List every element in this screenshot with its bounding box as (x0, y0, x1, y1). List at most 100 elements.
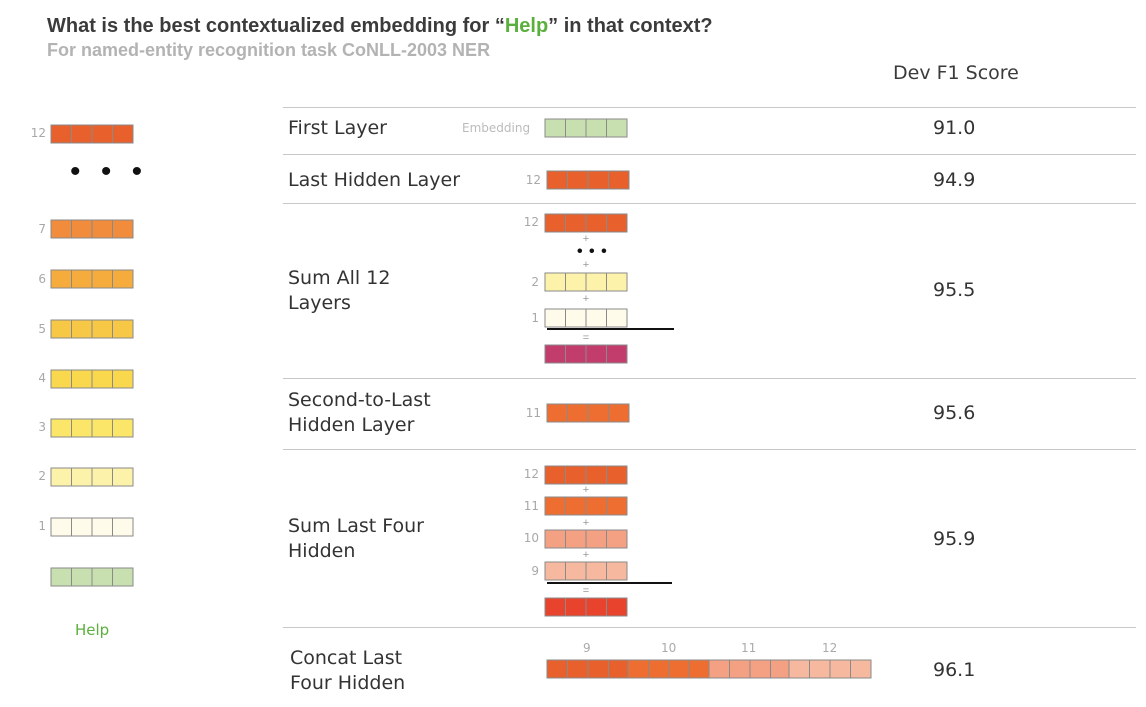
row-sum-all-12-vector-2 (544, 272, 628, 292)
stack-layer-1-vector-cell-4 (112, 517, 134, 537)
row-sum-last-four-vector-9 (544, 561, 628, 581)
table-rule-2 (283, 203, 1136, 204)
stack-layer-3-vector-cell-3 (91, 418, 113, 438)
row-sum-all-12-result-vector-cell-1 (544, 344, 566, 364)
row-sum-all-12-result-vector-cell-2 (565, 344, 587, 364)
row-last-hidden-layer-vector-cell-2 (567, 170, 589, 190)
row-concat-number-10: 10 (661, 641, 677, 655)
row-last-hidden-layer-vector-cell-4 (608, 170, 630, 190)
row-first-layer-vector (544, 118, 628, 138)
row-sum-all-12-result-vector-cell-4 (606, 344, 628, 364)
stack-layer-6-vector-cell-4 (112, 269, 134, 289)
row-concat-vector-10-cell-2 (729, 659, 751, 679)
row-sum-last-four-result-vector-cell-4 (606, 597, 628, 617)
stack-layer-5-number: 5 (38, 322, 46, 336)
stack-layer-1-vector (50, 517, 134, 537)
stack-embedding-vector (50, 567, 134, 587)
row-sum-all-12-vector-2-cell-1 (544, 272, 566, 292)
row-sum-all-12-plus-3: + (582, 293, 590, 305)
row-sum-last-four-vector-9-cell-1 (544, 561, 566, 581)
row-sum-all-12-vector-12-cell-4 (606, 213, 628, 233)
row-concat-vector-11-cell-3 (668, 659, 690, 679)
row-concat-vector-9 (788, 659, 872, 679)
table-rule-3 (283, 378, 1136, 379)
stack-layer-4-vector-cell-1 (50, 369, 72, 389)
stack-layer-7-number: 7 (38, 222, 46, 236)
row-concat-vector-12-cell-1 (546, 659, 568, 679)
stack-layer-6-vector-cell-1 (50, 269, 72, 289)
row-first-layer-label: First Layer (288, 117, 387, 139)
row-sum-last-four-vector-12-cell-1 (544, 465, 566, 485)
row-last-hidden-layer-number: 12 (525, 173, 541, 187)
row-sum-last-four-vector-9-cell-4 (606, 561, 628, 581)
row-sum-all-12-vector-12-cell-2 (565, 213, 587, 233)
title-prefix: What is the best contextualized embeddin… (47, 15, 505, 37)
row-sum-last-four-result-vector-cell-1 (544, 597, 566, 617)
row-second-to-last-vector-cell-4 (608, 403, 630, 423)
stack-layer-4-vector (50, 369, 134, 389)
row-concat-vector-12-cell-4 (608, 659, 630, 679)
row-first-layer-vector-cell-3 (585, 118, 607, 138)
row-sum-all-12-vector-12-cell-3 (585, 213, 607, 233)
row-sum-last-four-plus-2: + (582, 517, 590, 529)
stack-layer-6-vector-cell-2 (71, 269, 93, 289)
row-sum-last-four-number-10: 10 (523, 531, 539, 545)
stack-layer-12-vector-cell-4 (112, 124, 134, 144)
stack-embedding-vector-cell-4 (112, 567, 134, 587)
row-second-to-last-score: 95.6 (933, 402, 976, 424)
stack-ellipsis: • • • (70, 155, 149, 188)
stack-layer-12-vector-cell-3 (91, 124, 113, 144)
title-highlight-word: Help (504, 15, 549, 37)
row-second-to-last-vector-cell-1 (546, 403, 568, 423)
stack-layer-2-vector (50, 467, 134, 487)
stack-layer-5-vector-cell-4 (112, 319, 134, 339)
row-sum-last-four-label: Sum Last Four Hidden (288, 515, 424, 562)
stack-layer-6-vector-cell-3 (91, 269, 113, 289)
stack-layer-5-vector (50, 319, 134, 339)
dev-f1-score-header: Dev F1 Score (893, 62, 1019, 84)
subtitle: For named-entity recognition task CoNLL-… (47, 40, 491, 60)
stack-layer-3-vector (50, 418, 134, 438)
row-sum-last-four-vector-10-cell-3 (585, 529, 607, 549)
row-sum-last-four-vector-11-cell-2 (565, 496, 587, 516)
stack-layer-3-vector-cell-1 (50, 418, 72, 438)
row-last-hidden-layer-vector-cell-1 (546, 170, 568, 190)
row-concat-vector-11-cell-2 (648, 659, 670, 679)
row-concat-vector-9-cell-4 (850, 659, 872, 679)
row-sum-last-four-number-9: 9 (531, 564, 539, 578)
stack-layer-4-vector-cell-2 (71, 369, 93, 389)
stack-layer-1-vector-cell-3 (91, 517, 113, 537)
row-sum-all-12-vector-1-cell-1 (544, 308, 566, 328)
row-sum-last-four-plus-3: + (582, 549, 590, 561)
row-concat-number-12: 12 (822, 641, 838, 655)
row-sum-last-four-vector-12-cell-4 (606, 465, 628, 485)
stack-layer-7-vector-cell-3 (91, 219, 113, 239)
row-last-hidden-layer-vector-cell-3 (587, 170, 609, 190)
table-rule-5 (283, 627, 1136, 628)
stack-layer-2-vector-cell-3 (91, 467, 113, 487)
stack-layer-1-vector-cell-1 (50, 517, 72, 537)
stack-layer-3-vector-cell-2 (71, 418, 93, 438)
stack-layer-6-vector (50, 269, 134, 289)
row-concat-vector-11-cell-4 (689, 659, 711, 679)
row-sum-last-four-vector-10 (544, 529, 628, 549)
row-sum-last-four-number-12: 12 (523, 467, 539, 481)
row-second-to-last-vector (546, 403, 630, 423)
stack-layer-12-vector-cell-1 (50, 124, 72, 144)
row-concat-vector-12-cell-2 (567, 659, 589, 679)
stack-embedding-vector-cell-1 (50, 567, 72, 587)
stack-layer-1-number: 1 (38, 519, 46, 533)
stack-layer-12-vector (50, 124, 134, 144)
row-last-hidden-layer-score: 94.9 (933, 169, 976, 191)
row-sum-last-four-vector-9-cell-3 (585, 561, 607, 581)
row-concat-vector-9-cell-2 (809, 659, 831, 679)
row-sum-all-12-plus-1: + (582, 233, 590, 245)
page-title: What is the best contextualized embeddin… (47, 15, 713, 38)
row-sum-all-12-plus-2: + (582, 259, 590, 271)
stack-layer-3-number: 3 (38, 420, 46, 434)
row-sum-all-12-vector-2-cell-3 (585, 272, 607, 292)
row-sum-last-four-vector-9-cell-2 (565, 561, 587, 581)
row-concat-vector-10-cell-3 (749, 659, 771, 679)
row-concat-vector-10 (708, 659, 792, 679)
stack-embedding-vector-cell-2 (71, 567, 93, 587)
